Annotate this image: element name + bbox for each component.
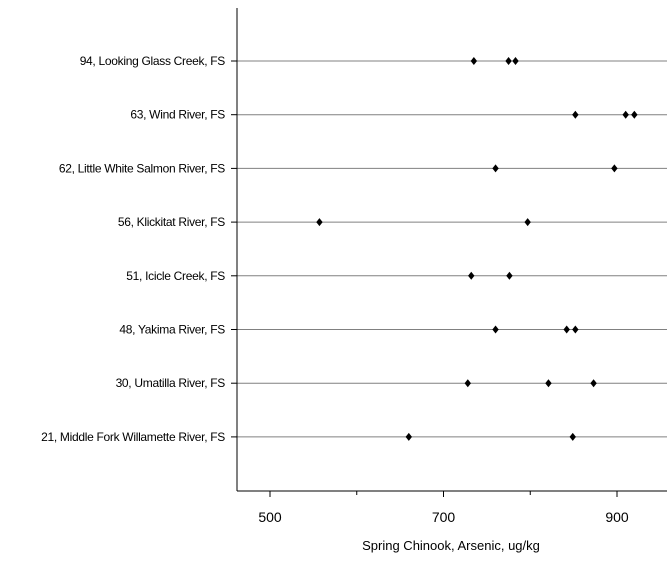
axes bbox=[231, 8, 667, 497]
data-point bbox=[464, 379, 471, 388]
data-point bbox=[506, 271, 513, 280]
category-label: 30, Umatilla River, FS bbox=[116, 376, 226, 390]
data-point bbox=[622, 110, 629, 119]
data-point bbox=[631, 110, 638, 119]
data-point bbox=[572, 110, 579, 119]
data-point bbox=[316, 218, 323, 227]
data-point bbox=[590, 379, 597, 388]
category-label: 94, Looking Glass Creek, FS bbox=[80, 54, 226, 68]
x-axis-title: Spring Chinook, Arsenic, ug/kg bbox=[362, 538, 540, 553]
category-label: 21, Middle Fork Willamette River, FS bbox=[41, 430, 225, 444]
data-point bbox=[545, 379, 552, 388]
x-tick-label: 500 bbox=[258, 509, 282, 525]
data-point bbox=[572, 325, 579, 334]
category-labels: 94, Looking Glass Creek, FS 63, Wind Rive… bbox=[41, 54, 226, 444]
category-label: 56, Klickitat River, FS bbox=[118, 215, 225, 229]
data-point bbox=[468, 271, 475, 280]
category-label: 63, Wind River, FS bbox=[130, 108, 225, 122]
category-gridlines bbox=[237, 60, 667, 438]
data-point bbox=[492, 325, 499, 334]
data-point bbox=[405, 432, 412, 441]
data-point bbox=[524, 218, 531, 227]
data-point bbox=[563, 325, 570, 334]
category-label: 51, Icicle Creek, FS bbox=[126, 269, 225, 283]
data-point bbox=[569, 432, 576, 441]
data-point bbox=[512, 57, 519, 65]
x-tick-label: 900 bbox=[605, 509, 629, 525]
data-point bbox=[470, 57, 478, 65]
data-point bbox=[492, 164, 499, 173]
category-label: 48, Yakima River, FS bbox=[119, 323, 225, 337]
data-point bbox=[505, 57, 512, 65]
data-point bbox=[611, 164, 618, 173]
x-tick-label: 700 bbox=[432, 509, 456, 525]
data-points bbox=[316, 57, 638, 441]
x-tick-labels: 5007009001100 bbox=[258, 509, 629, 525]
category-label: 62, Little White Salmon River, FS bbox=[59, 161, 225, 175]
